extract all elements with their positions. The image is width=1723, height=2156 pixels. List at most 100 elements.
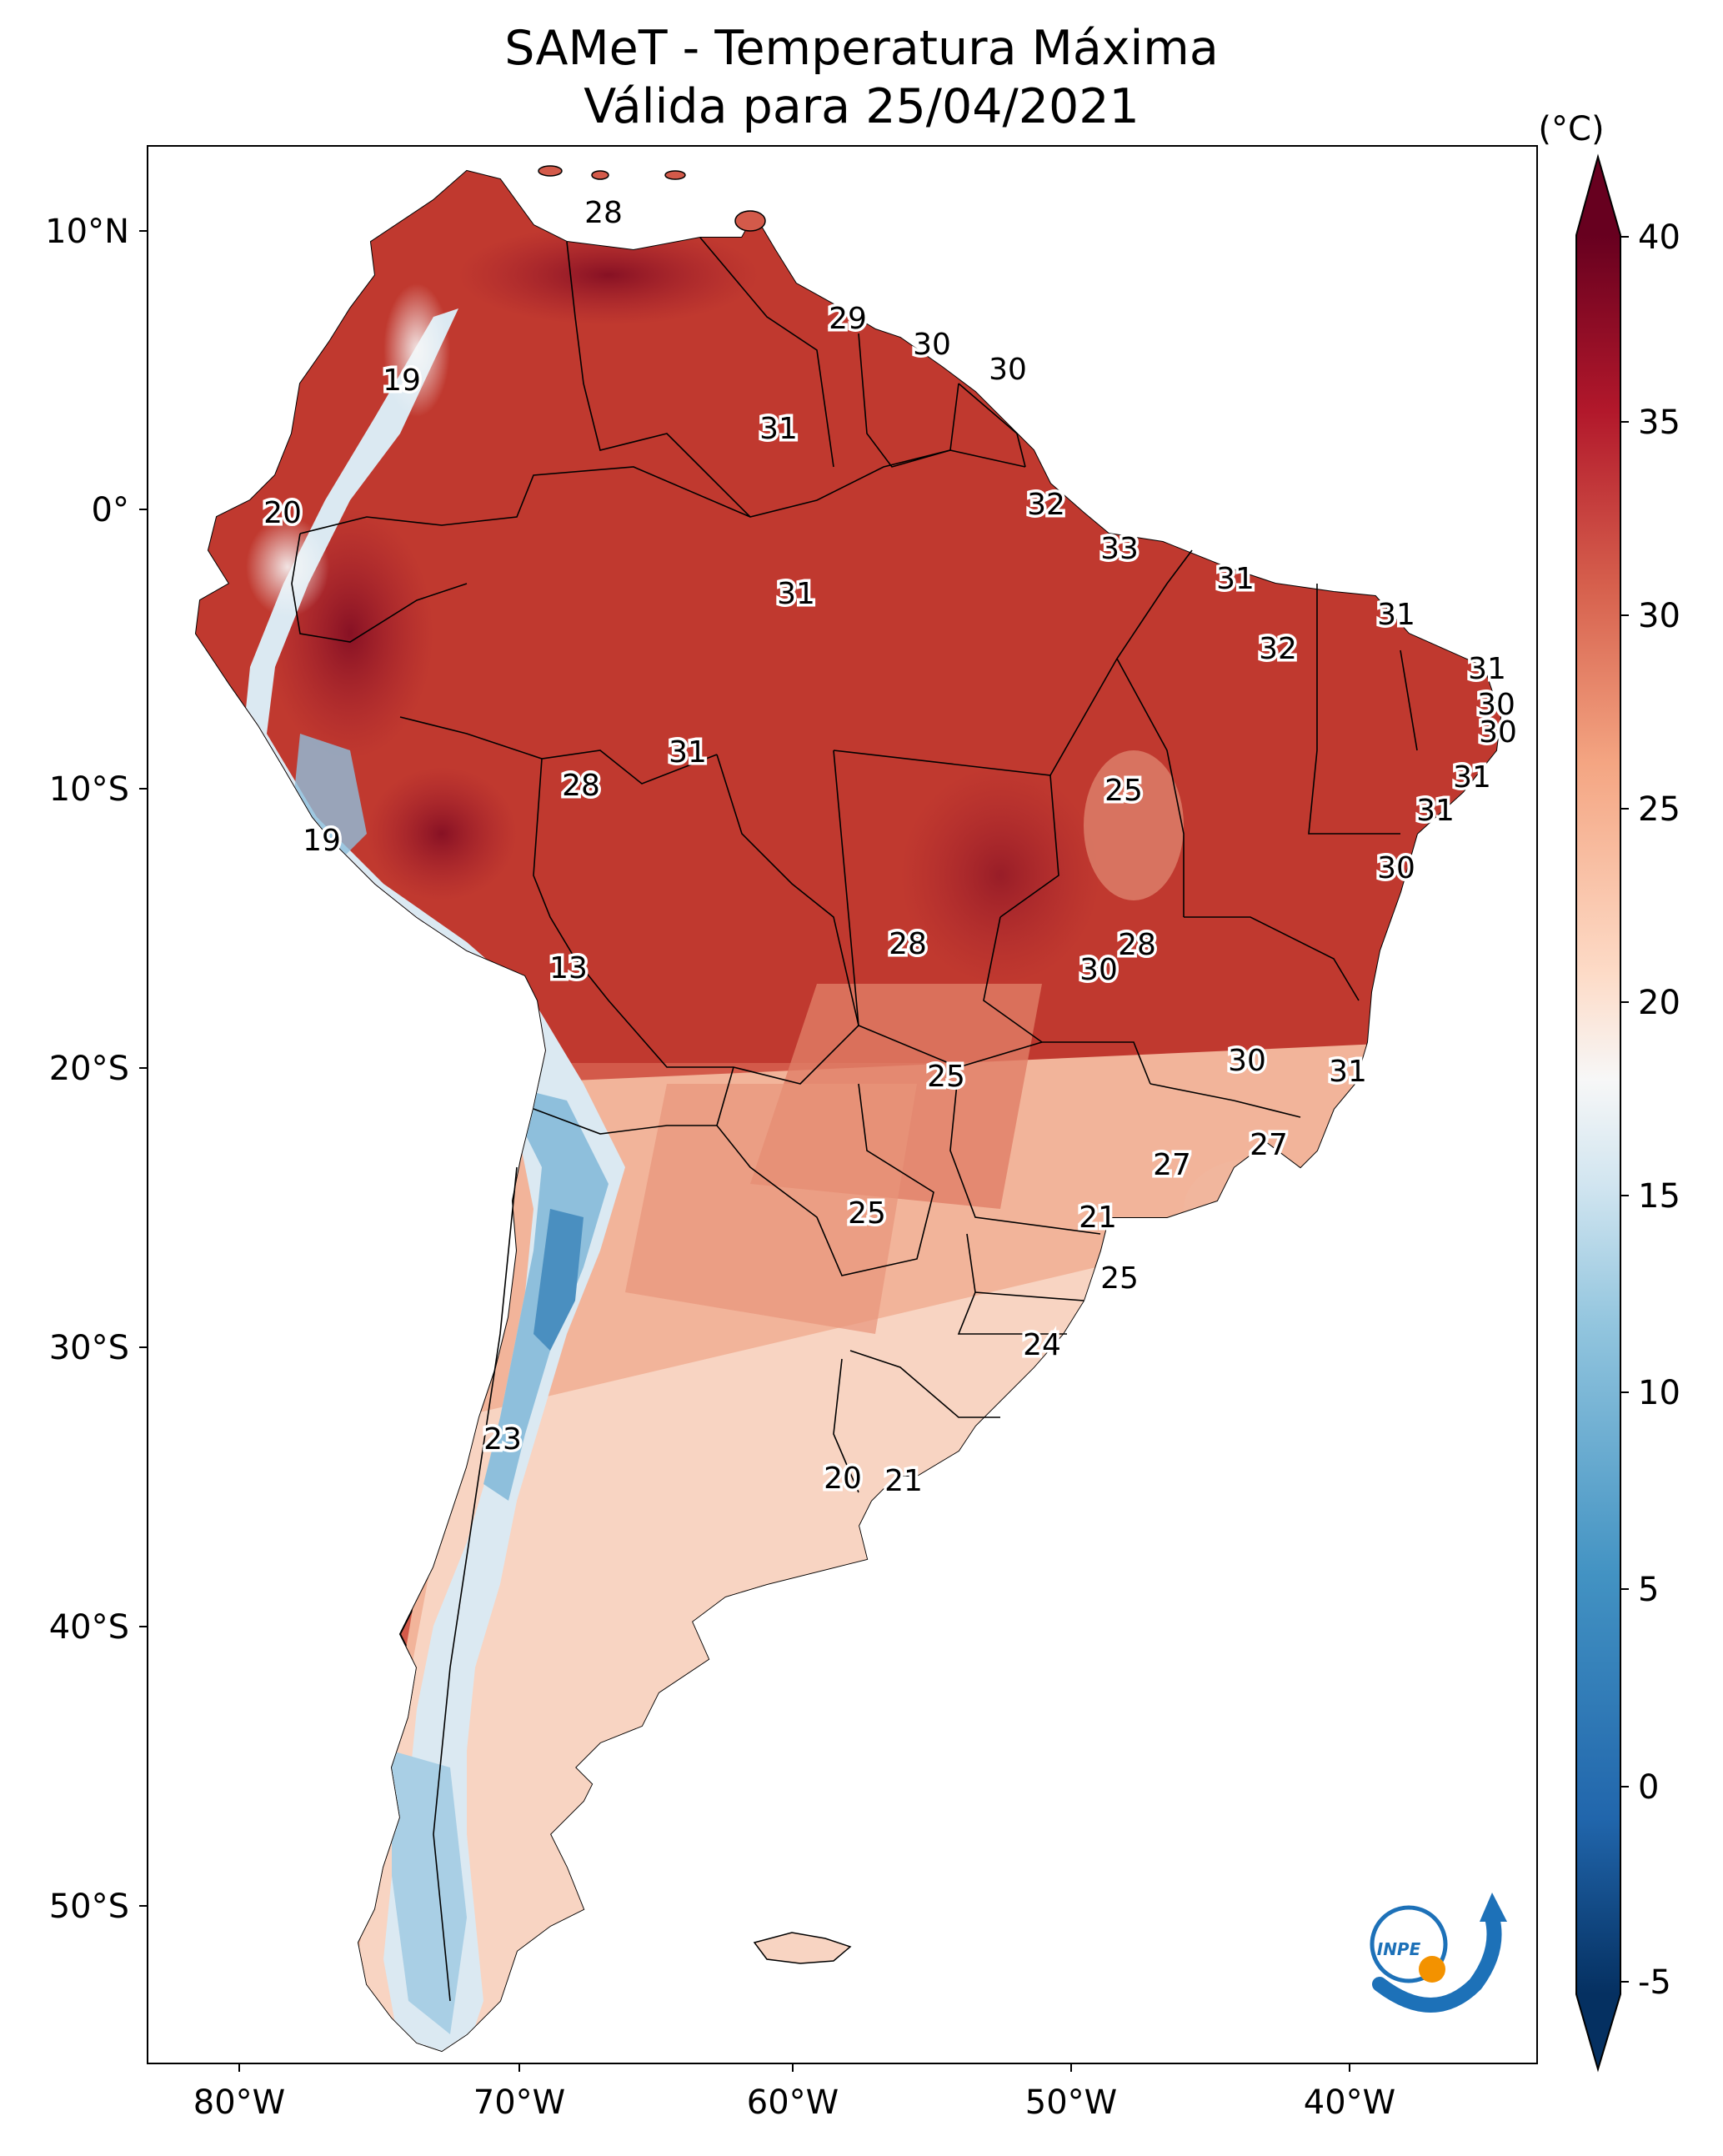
border-state-4 <box>1116 658 1185 917</box>
border-state-8 <box>949 1066 1101 1235</box>
contour-label: 25 <box>1104 774 1143 808</box>
contour-label: 33 <box>1100 532 1139 566</box>
colorbar-tick-label: 20 <box>1638 984 1680 1022</box>
lon-tick-label: 80°W <box>193 2083 285 2122</box>
logo-ring <box>1370 1905 1448 1983</box>
colorbar-tick-label: 40 <box>1638 218 1680 257</box>
contour-label: 30 <box>1377 851 1415 885</box>
contour-label: 31 <box>1453 760 1491 795</box>
hot-spot-mato-grosso <box>900 767 1100 984</box>
colorbar-unit: (°C) <box>1538 110 1604 148</box>
contour-label: 30 <box>989 353 1027 387</box>
map-title: SAMeT - Temperatura Máxima <box>504 21 1219 76</box>
colorbar-tick-label: 0 <box>1638 1768 1659 1807</box>
contour-labels: 28 29 30 30 19 31 20 32 33 31 31 31 32 3… <box>261 193 1520 1502</box>
border-paraguay <box>716 1066 934 1276</box>
contour-label: 20 <box>824 1462 862 1496</box>
contour-label: 25 <box>927 1060 965 1094</box>
border-peru-brazil <box>399 716 718 785</box>
border-suriname-guiana <box>958 383 1026 468</box>
border-state-13 <box>957 1291 1067 1335</box>
contour-label: 19 <box>303 824 341 858</box>
contour-label: 25 <box>848 1196 886 1231</box>
border-guyana-suriname <box>858 333 959 468</box>
lat-tick-label: 20°S <box>49 1050 129 1088</box>
contour-label: 31 <box>759 412 798 446</box>
andes-ecuador-cold <box>246 517 329 617</box>
contour-label: 28 <box>584 196 623 230</box>
contour-label: 19 <box>383 364 421 398</box>
border-chile-argentina-north <box>533 1108 717 1135</box>
colorbar-outline <box>1575 153 1621 2073</box>
political-borders <box>291 237 1418 2002</box>
contour-label: 31 <box>777 577 815 611</box>
lat-tick-label: 0° <box>92 491 129 529</box>
border-state-1 <box>833 750 859 1026</box>
border-state-10 <box>1308 584 1400 835</box>
contour-label: 31 <box>1329 1055 1367 1089</box>
contour-label: 30 <box>1477 688 1515 722</box>
contour-label: 27 <box>1153 1148 1191 1182</box>
contour-label: 31 <box>1416 794 1455 828</box>
latitude-axis: 10°N 0° 10°S 20°S 30°S 40°S 50°S <box>45 213 148 1926</box>
island-falklands <box>753 1932 852 1964</box>
colorbar-tick-label: 15 <box>1638 1177 1680 1216</box>
logo-swoosh <box>1372 1910 1502 2013</box>
island-caribbean-2 <box>591 170 609 180</box>
border-state-5 <box>1184 916 1360 1001</box>
border-venezuela-colombia <box>566 241 751 518</box>
cerrado-cool <box>1084 750 1184 900</box>
patagonia-cold <box>392 1751 467 2034</box>
lon-tick-label: 60°W <box>747 2083 839 2122</box>
border-state-2 <box>833 750 1059 918</box>
colorbar-tick-label: 25 <box>1638 790 1680 829</box>
longitude-axis: 80°W 70°W 60°W 50°W 40°W <box>193 2063 1395 2122</box>
island-caribbean-1 <box>538 165 563 177</box>
border-chile-argentina <box>433 1166 518 2002</box>
colorbar-max-arrow <box>1576 157 1620 235</box>
lat-tick-label: 10°S <box>49 770 129 809</box>
chaco-zone <box>625 1084 917 1334</box>
border-state-3 <box>1049 549 1193 776</box>
contour-label: 31 <box>669 735 707 770</box>
island-trinidad <box>734 210 766 232</box>
contour-label: 30 <box>1479 715 1517 750</box>
colorbar-body <box>1576 235 1620 1994</box>
border-uruguay-argentina <box>833 1358 859 1493</box>
contour-label: 13 <box>549 951 588 985</box>
inpe-logo: INPE <box>1370 1893 1507 2013</box>
border-state-9 <box>1150 1083 1301 1118</box>
contour-label: 30 <box>1228 1044 1266 1078</box>
colorbar-tick-label: -5 <box>1638 1963 1671 2002</box>
contour-label: 21 <box>1079 1201 1117 1235</box>
andes-colombia-cold <box>383 283 450 417</box>
hot-spot-amazon-west <box>367 767 517 900</box>
colorbar-tick-label: 30 <box>1638 597 1680 635</box>
logo-text: INPE <box>1377 1939 1421 1959</box>
colorbar-ticks: 40 35 30 25 20 15 10 5 0 -5 <box>1620 218 1680 2002</box>
colorbar-tick-label: 5 <box>1638 1571 1659 1609</box>
contour-label: 28 <box>562 769 600 803</box>
colorbar: (°C) 40 35 30 25 20 15 10 5 0 -5 <box>1538 110 1680 2073</box>
contour-label: 32 <box>1259 632 1297 666</box>
contour-label: 32 <box>1027 488 1065 522</box>
lat-tick-label: 40°S <box>49 1608 129 1647</box>
puna-cold <box>533 1209 584 1351</box>
border-ecuador-peru <box>291 533 468 643</box>
contour-label: 24 <box>1023 1328 1061 1362</box>
logo-sun-icon <box>1419 1956 1445 1983</box>
colorbar-tick-label: 35 <box>1638 404 1680 442</box>
border-state-11 <box>1400 649 1418 751</box>
map-subtitle: Válida para 25/04/2021 <box>584 79 1139 134</box>
contour-label: 23 <box>483 1422 522 1457</box>
contour-label: 28 <box>1118 928 1156 962</box>
border-uruguay-brazil <box>849 1350 1000 1418</box>
hot-spot-venezuela <box>458 225 759 325</box>
lat-tick-label: 30°S <box>49 1329 129 1367</box>
lon-tick-label: 50°W <box>1025 2083 1117 2122</box>
lon-tick-label: 70°W <box>473 2083 565 2122</box>
contour-label: 30 <box>1079 953 1118 987</box>
islands <box>538 165 766 232</box>
contour-label: 31 <box>1377 598 1415 632</box>
